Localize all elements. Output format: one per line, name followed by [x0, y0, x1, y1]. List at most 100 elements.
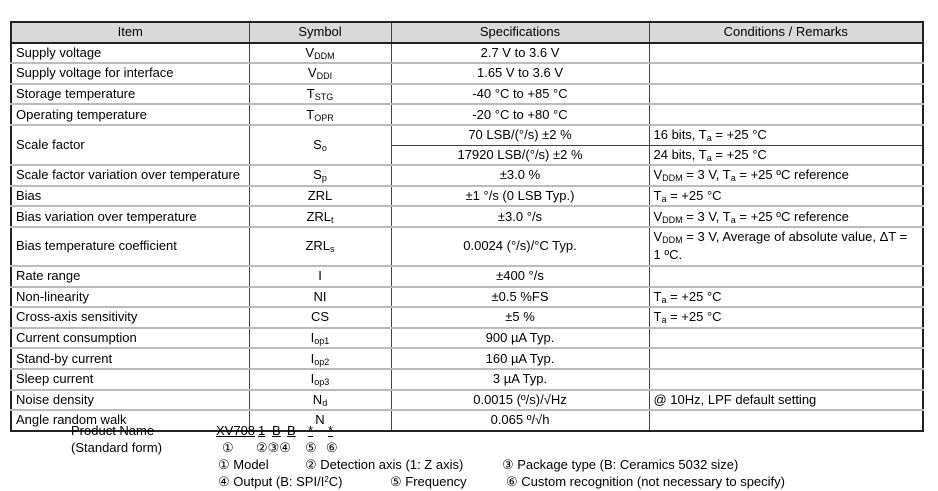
text-part: = +25 °C — [711, 146, 767, 162]
subscript: a — [730, 173, 736, 184]
conditions-cell — [648, 62, 924, 85]
symbol-base: S — [313, 167, 322, 183]
conditions-cell: VDDM = 3 V, Ta = +25 ºC reference — [648, 164, 924, 187]
symbol-subscript: t — [331, 214, 334, 225]
legend-output-text: ④ Output (B: SPI/I — [218, 474, 325, 489]
subscript: a — [706, 133, 712, 144]
item-cell: Cross-axis sensitivity — [10, 306, 250, 329]
text-part: = +25 °C — [711, 127, 767, 143]
text-part: T — [653, 309, 662, 325]
legend-package-type: ③ Package type (B: Ceramics 5032 size) — [502, 457, 739, 472]
specification-cell: 1.65 V to 3.6 V — [390, 62, 650, 85]
table-row: Bias ZRL ±1 °/s (0 LSB Typ.) Ta = +25 °C — [10, 185, 924, 207]
conditions-cell — [648, 327, 924, 349]
symbol-base: I — [310, 330, 315, 346]
conditions-cell — [648, 83, 924, 105]
subscript: DDM — [662, 173, 683, 184]
symbol-cell: VDDM — [248, 42, 392, 64]
symbol-subscript: o — [321, 143, 327, 154]
conditions-cell: 16 bits, Ta = +25 °C — [648, 124, 924, 146]
conditions-cell: Ta = +25 °C — [648, 306, 924, 329]
table-row: Supply voltage VDDM 2.7 V to 3.6 V — [10, 42, 924, 64]
product-name-label: Product Name — [71, 423, 155, 438]
specification-cell: ±400 °/s — [390, 265, 650, 288]
subscript: a — [706, 152, 712, 163]
specification-cell: 0.0024 (°/s)/°C Typ. — [390, 226, 650, 267]
table-row: Scale factor variation over temperature S… — [10, 164, 924, 187]
symbol-base: N — [312, 391, 323, 407]
header-item: Item — [10, 21, 250, 44]
conditions-cell — [648, 42, 924, 64]
symbol-base: S — [313, 137, 322, 153]
conditions-cell — [648, 347, 924, 370]
standard-form-label: (Standard form) — [71, 440, 163, 455]
table-row: 17920 LSB/(°/s) ±2 % 24 bits, Ta = +25 °C — [11, 144, 924, 166]
symbol-subscript: OPR — [314, 112, 334, 123]
specification-cell: ±0.5 %FS — [390, 286, 650, 308]
conditions-cell: Ta = +25 °C — [648, 185, 924, 207]
legend-detection-axis: ② Detection axis (1: Z axis) — [305, 457, 464, 472]
marker-2-3-4: ②③④ — [256, 440, 291, 455]
table-row: Angle random walk N 0.065 º/√h — [10, 409, 924, 432]
subscript: a — [661, 315, 667, 326]
item-cell: Rate range — [10, 265, 250, 288]
item-cell: Current consumption — [10, 327, 250, 349]
symbol-cell: VDDI — [248, 62, 392, 85]
header-conditions: Conditions / Remarks — [648, 21, 924, 44]
conditions-cell: VDDM = 3 V, Average of absolute value, Δ… — [648, 226, 924, 267]
marker-6: ⑥ — [326, 440, 338, 455]
symbol-cell: Iop1 — [248, 327, 392, 349]
conditions-cell — [648, 368, 924, 390]
product-code-model: XV708 — [216, 423, 256, 438]
table-row: Bias temperature coefficient ZRLs 0.0024 (… — [10, 226, 924, 267]
symbol-cell: Iop2 — [248, 347, 392, 370]
text-part: V — [653, 167, 663, 183]
text-part: = +25 °C — [666, 188, 722, 204]
text-part: = +25 °C — [666, 309, 722, 325]
text-part: V — [653, 229, 663, 245]
product-code-custom: * — [328, 423, 334, 438]
specification-cell: ±3.0 °/s — [390, 205, 650, 228]
text-part: = 3 V, T — [682, 167, 731, 183]
specification-cell: ±1 °/s (0 LSB Typ.) — [390, 185, 650, 207]
subscript: a — [661, 194, 667, 205]
symbol-subscript: op2 — [314, 356, 330, 367]
specification-cell: 3 µA Typ. — [390, 368, 650, 390]
table-row: Cross-axis sensitivity CS ±5 % Ta = +25 °C — [10, 306, 924, 329]
symbol-cell: I — [248, 265, 392, 288]
specification-cell: 2.7 V to 3.6 V — [390, 42, 650, 64]
product-code-output: B — [287, 423, 296, 438]
item-cell: Scale factor variation over temperature — [10, 164, 250, 187]
symbol-base: I — [318, 268, 322, 284]
item-cell: Operating temperature — [10, 103, 250, 126]
text-part: = 3 V, T — [682, 208, 731, 224]
item-cell: Bias variation over temperature — [10, 205, 250, 228]
symbol-base: V — [305, 44, 315, 60]
item-cell: Supply voltage for interface — [10, 62, 250, 85]
symbol-base: V — [307, 65, 317, 81]
specification-cell: 900 µA Typ. — [390, 327, 650, 349]
item-cell: Angle random walk — [10, 409, 250, 432]
marker-5: ⑤ — [305, 440, 317, 455]
subscript: a — [661, 294, 667, 305]
subscript: DDM — [662, 235, 683, 246]
item-cell: Sleep current — [10, 368, 250, 390]
table-row: Sleep current Iop3 3 µA Typ. — [10, 368, 924, 390]
symbol-cell: TSTG — [248, 83, 392, 105]
symbol-base: I — [310, 371, 315, 387]
product-code-axis: 1 — [258, 423, 266, 438]
conditions-cell: VDDM = 3 V, Ta = +25 ºC reference — [648, 205, 924, 228]
table-row: Operating temperature TOPR -20 °C to +80 °… — [10, 103, 924, 126]
item-cell: Storage temperature — [10, 83, 250, 105]
symbol-cell: Sp — [248, 164, 392, 187]
symbol-base: CS — [310, 309, 330, 325]
table-header-row: Item Symbol Specifications Conditions / … — [10, 21, 924, 44]
item-cell: Bias — [10, 185, 250, 207]
symbol-base: ZRL — [307, 188, 333, 204]
specification-cell: -40 °C to +85 °C — [390, 83, 650, 105]
legend-custom-recognition: ⑥ Custom recognition (not necessary to s… — [506, 474, 785, 489]
legend-frequency: ⑤ Frequency — [390, 474, 467, 489]
symbol-subscript: s — [330, 244, 335, 255]
marker-1: ① — [222, 440, 234, 455]
symbol-cell: ZRLt — [248, 205, 392, 228]
